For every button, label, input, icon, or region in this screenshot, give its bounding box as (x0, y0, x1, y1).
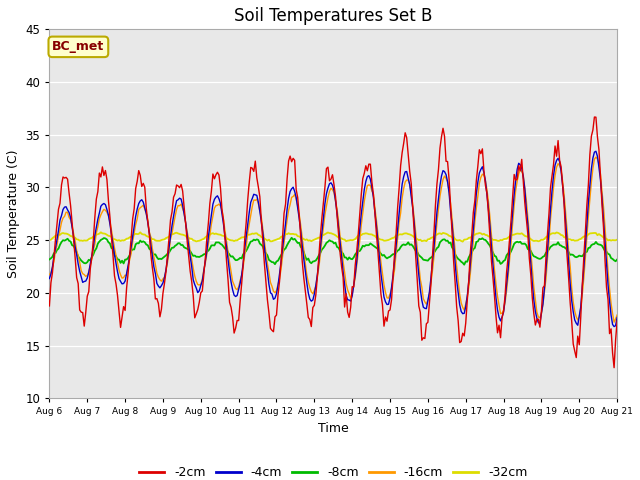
X-axis label: Time: Time (318, 422, 349, 435)
Text: BC_met: BC_met (52, 40, 104, 53)
Title: Soil Temperatures Set B: Soil Temperatures Set B (234, 7, 433, 25)
Legend: -2cm, -4cm, -8cm, -16cm, -32cm: -2cm, -4cm, -8cm, -16cm, -32cm (134, 461, 532, 480)
Y-axis label: Soil Temperature (C): Soil Temperature (C) (7, 150, 20, 278)
